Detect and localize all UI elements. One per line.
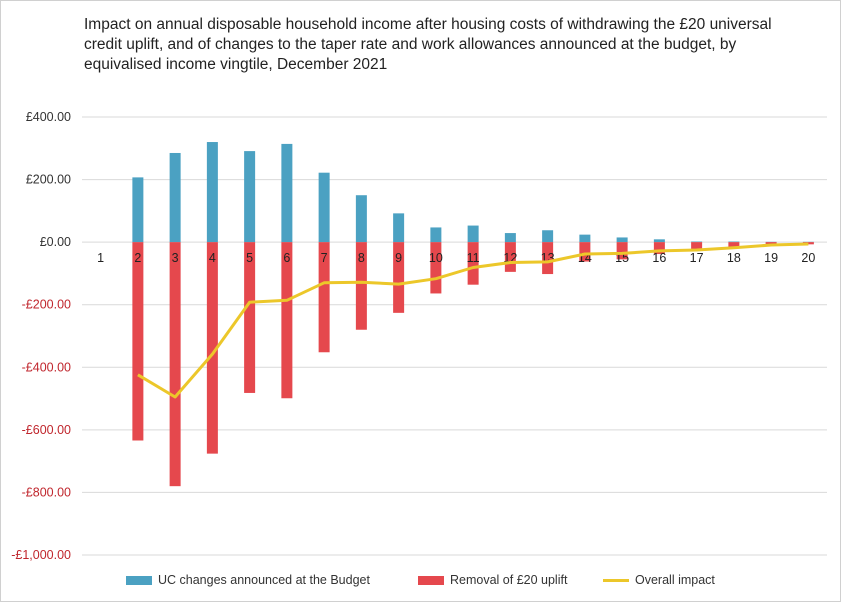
bar-uc-changes	[244, 151, 256, 243]
bar-removal-uplift	[393, 242, 405, 313]
bar-removal-uplift	[355, 242, 367, 330]
bar-uc-changes	[542, 230, 554, 243]
x-category-label: 5	[246, 251, 253, 265]
x-category-label: 4	[209, 251, 216, 265]
x-category-label: 2	[134, 251, 141, 265]
bar-uc-changes	[579, 234, 591, 243]
gridlines	[82, 116, 827, 556]
x-category-label: 1	[97, 251, 104, 265]
legend-item-uc-changes: UC changes announced at the Budget	[126, 573, 370, 587]
legend-label-removal-uplift: Removal of £20 uplift	[450, 573, 568, 587]
bar-uc-changes	[616, 237, 628, 243]
x-category-label: 9	[395, 251, 402, 265]
y-tick-label: -£800.00	[22, 485, 71, 499]
y-tick-label: -£400.00	[22, 360, 71, 374]
x-category-label: 8	[358, 251, 365, 265]
x-category-label: 17	[690, 251, 704, 265]
bar-removal-uplift	[728, 242, 740, 249]
bar-removal-uplift	[281, 242, 293, 399]
x-category-label: 11	[467, 251, 480, 265]
x-category-label: 10	[429, 251, 443, 265]
overall-impact-line	[137, 242, 809, 399]
bar-removal-uplift	[616, 242, 628, 260]
bar-uc-changes	[653, 239, 665, 243]
bar-removal-uplift	[579, 242, 591, 262]
bar-uc-changes	[393, 213, 405, 243]
bar-removal-uplift	[206, 242, 218, 454]
bar-uc-changes	[132, 177, 144, 243]
bar-uc-changes	[691, 241, 703, 243]
y-tick-label: £400.00	[26, 110, 71, 124]
bar-removal-uplift	[653, 242, 665, 255]
y-axis-ticks: £400.00 £200.00 £0.00 -£200.00 -£400.00 -£600…	[11, 110, 71, 562]
legend-swatch-uc-changes	[126, 575, 152, 585]
legend-item-removal-uplift: Removal of £20 uplift	[418, 573, 567, 587]
x-category-label: 3	[172, 251, 179, 265]
y-tick-label: -£200.00	[22, 298, 71, 312]
x-category-label: 20	[801, 251, 815, 265]
bar-removal-uplift	[430, 242, 442, 294]
bar-removal-uplift	[542, 242, 554, 275]
legend-swatch-removal-uplift	[418, 575, 444, 585]
bar-uc-changes	[728, 241, 740, 243]
bar-removal-uplift	[504, 242, 516, 272]
bar-removal-uplift	[169, 242, 181, 487]
overall-impact-polyline	[137, 242, 809, 399]
bar-uc-changes	[355, 195, 367, 243]
bar-removal-uplift	[318, 242, 330, 353]
y-tick-label: £0.00	[40, 235, 71, 249]
bar-uc-changes	[206, 142, 218, 243]
legend-swatch-overall-impact	[603, 578, 629, 582]
legend-label-overall-impact: Overall impact	[635, 573, 715, 587]
x-category-label: 19	[764, 251, 778, 265]
y-tick-label: £200.00	[26, 173, 71, 187]
y-tick-label: -£600.00	[22, 423, 71, 437]
bar-removal-uplift	[467, 242, 479, 285]
bars	[132, 142, 814, 487]
bar-removal-uplift	[244, 242, 256, 393]
bar-removal-uplift	[132, 242, 144, 441]
x-category-label: 16	[652, 251, 666, 265]
bar-uc-changes	[504, 233, 516, 243]
bar-uc-changes	[169, 152, 181, 243]
x-category-label: 7	[321, 251, 328, 265]
bar-uc-changes	[318, 172, 330, 243]
bar-uc-changes	[430, 227, 442, 243]
legend-label-uc-changes: UC changes announced at the Budget	[158, 573, 370, 587]
chart-title: Impact on annual disposable household in…	[84, 16, 772, 73]
y-tick-label: -£1,000.00	[11, 548, 71, 562]
x-category-label: 6	[283, 251, 290, 265]
bar-uc-changes	[467, 225, 479, 243]
bar-removal-uplift	[691, 242, 703, 250]
x-axis-categories: 1 2 3 4 5 6 7 8 9 10 11 12 13 14 15 16 17 18 19 20	[97, 251, 815, 265]
legend-item-overall-impact: Overall impact	[603, 573, 715, 587]
bar-uc-changes	[281, 143, 293, 243]
x-category-label: 18	[727, 251, 741, 265]
